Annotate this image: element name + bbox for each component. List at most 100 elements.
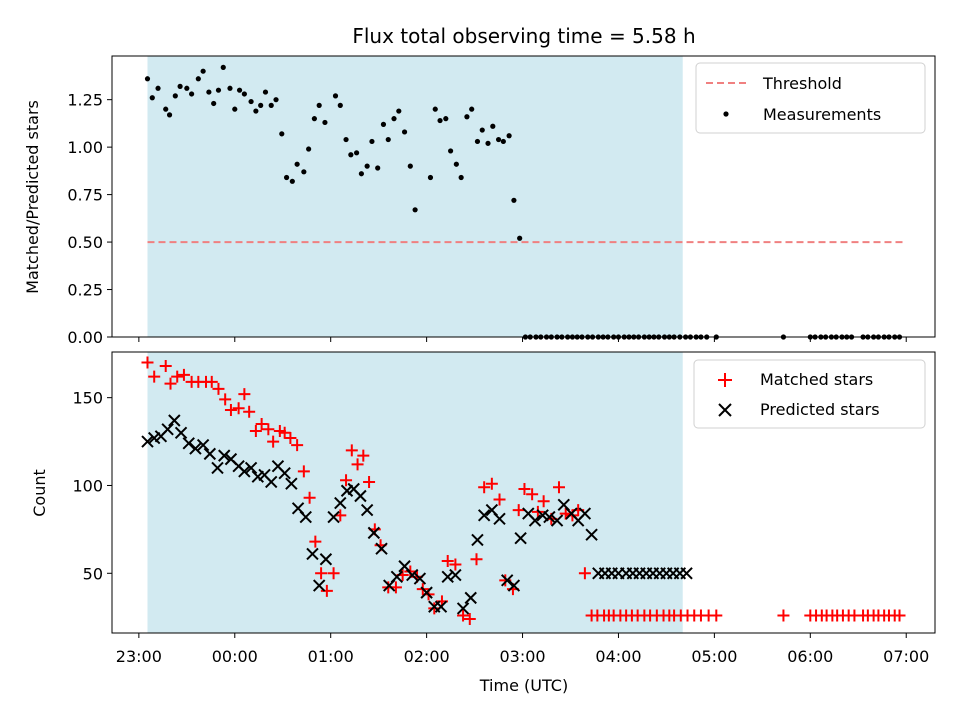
matched-star-point (478, 481, 491, 494)
measurement-point (380, 121, 387, 127)
chart-title: Flux total observing time = 5.58 h (352, 24, 695, 48)
top-x-ticks (138, 337, 907, 342)
predicted-star-point (238, 465, 251, 478)
measurement-point (163, 106, 169, 112)
measurement-point (149, 95, 155, 101)
predicted-star-point (141, 435, 154, 448)
matched-star-point (205, 375, 218, 388)
matched-star-point (159, 360, 172, 373)
matched-star-point (303, 491, 316, 504)
predicted-star-point (514, 531, 527, 545)
measurement-point (172, 93, 178, 99)
matched-star-point (357, 449, 370, 462)
matched-star-point (345, 444, 358, 457)
measurement-point (206, 89, 212, 95)
measurement-point (495, 136, 502, 143)
predicted-star-point (500, 574, 514, 587)
legend-measurements-label: Measurements (763, 105, 881, 124)
predicted-star-point (441, 570, 454, 584)
matched-star-point (297, 465, 310, 478)
matched-star-point (238, 388, 251, 401)
measurement-point (211, 100, 217, 107)
predicted-star-point (278, 466, 291, 480)
measurement-point (248, 98, 254, 105)
measurement-point (294, 161, 300, 167)
matched-star-point (457, 609, 470, 622)
predicted-star-point (244, 461, 258, 475)
matched-star-point (578, 567, 591, 580)
predicted-star-point (543, 510, 556, 524)
measurement-point (432, 106, 438, 112)
matched-star-point (404, 565, 417, 578)
measurement-point (273, 97, 279, 103)
measurement-point (464, 114, 470, 120)
measurement-point (517, 235, 523, 241)
bottom-legend-box (693, 359, 926, 429)
matched-star-point (463, 612, 476, 625)
matched-star-point (526, 488, 539, 501)
measurement-point (369, 138, 375, 145)
measurement-point (215, 87, 222, 93)
measurement-point (385, 136, 391, 143)
predicted-star-point (680, 567, 693, 580)
x-tick-label: 07:00 (883, 647, 929, 666)
measurement-point (289, 178, 295, 184)
measurement-point (474, 138, 481, 145)
top-y-tick-label: 0.25 (67, 281, 103, 300)
predicted-star-point (406, 568, 419, 582)
matched-star-point (320, 584, 333, 597)
bottom-y-tick-label: 100 (72, 476, 103, 495)
predicted-star-point (434, 600, 448, 613)
matched-star-point (315, 567, 328, 580)
predicted-star-point (334, 496, 347, 510)
predicted-star-point (285, 477, 298, 490)
predicted-star-point (585, 528, 598, 541)
matched-star-point (351, 458, 364, 471)
top-panel: 0.00 0.25 0.50 0.75 1.00 1.25 Matched/Predict… (23, 55, 936, 347)
matched-star-point (470, 553, 483, 566)
predicted-star-point (420, 586, 433, 599)
measurement-point (469, 106, 475, 112)
measurement-point (301, 169, 307, 175)
matched-star-point (441, 554, 454, 567)
top-y-tick-label: 1.00 (67, 138, 103, 157)
predicted-star-point (312, 579, 326, 592)
predicted-star-point (168, 414, 181, 427)
measurement-point (155, 85, 161, 91)
measurement-point (279, 131, 285, 137)
measurement-point (458, 174, 464, 181)
x-tick-label: 00:00 (212, 647, 258, 666)
predicted-star-point (299, 510, 312, 524)
predicted-star-point (464, 591, 477, 605)
measurement-point (306, 146, 312, 152)
predicted-star-point (528, 514, 542, 527)
matched-star-point (552, 481, 565, 494)
matched-star-point (255, 418, 268, 431)
matched-star-point (291, 439, 304, 452)
predicted-star-point (493, 512, 506, 526)
measurement-point (184, 85, 190, 91)
measurement-point (401, 129, 408, 135)
legend-predicted-swatch (718, 403, 732, 417)
matched-star-point (512, 504, 525, 517)
measurement-point (144, 76, 151, 82)
bottom-y-tick-label: 50 (83, 564, 103, 583)
matched-star-point (177, 368, 190, 381)
predicted-star-point (182, 437, 195, 450)
bottom-panel: 50 100 150 23:00 00:00 01:00 02:00 03:00 04:00 0… (30, 351, 936, 695)
predicted-star-point (477, 509, 491, 522)
x-tick-label: 02:00 (404, 647, 450, 666)
top-y-tick-label: 0.00 (67, 328, 103, 347)
matched-star-point (537, 495, 550, 508)
predicted-star-point (550, 514, 564, 527)
measurement-point (500, 138, 506, 145)
measurement-point (316, 102, 322, 108)
matched-star-point (485, 477, 498, 490)
matched-star-point (284, 432, 297, 445)
predicted-star-point (218, 449, 231, 462)
measurement-point (283, 174, 290, 181)
top-legend: Threshold Measurements (695, 62, 926, 134)
matched-star-point (148, 370, 161, 383)
bottom-y-axis-label: Count (30, 469, 49, 517)
measurement-point (364, 163, 370, 169)
